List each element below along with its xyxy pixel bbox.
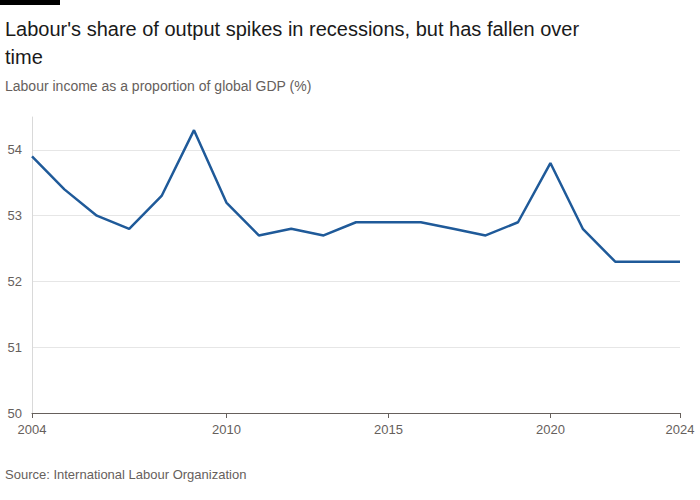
svg-text:Source: International Labour O: Source: International Labour Organizatio… bbox=[5, 467, 246, 482]
svg-text:2024: 2024 bbox=[666, 422, 695, 437]
svg-text:52: 52 bbox=[8, 274, 22, 289]
svg-text:time: time bbox=[5, 46, 43, 68]
svg-text:53: 53 bbox=[8, 208, 22, 223]
svg-text:2010: 2010 bbox=[212, 422, 241, 437]
svg-text:2015: 2015 bbox=[374, 422, 403, 437]
svg-text:Labour income as a proportion: Labour income as a proportion of global … bbox=[5, 78, 311, 94]
svg-text:50: 50 bbox=[8, 406, 22, 421]
svg-text:54: 54 bbox=[8, 142, 22, 157]
svg-text:2020: 2020 bbox=[536, 422, 565, 437]
svg-text:Labour's share of output spike: Labour's share of output spikes in reces… bbox=[5, 18, 585, 40]
svg-text:51: 51 bbox=[8, 340, 22, 355]
svg-text:2004: 2004 bbox=[18, 422, 47, 437]
